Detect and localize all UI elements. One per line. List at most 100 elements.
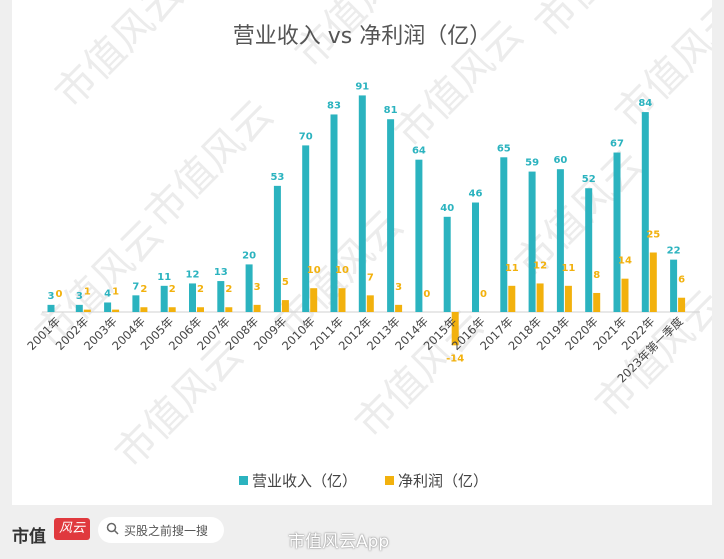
bar-net-profit xyxy=(310,288,318,312)
bar-net-profit xyxy=(395,304,403,312)
legend: 营业收入（亿） 净利润（亿） xyxy=(239,472,488,490)
data-label-revenue: 3 xyxy=(76,291,83,302)
footer-bar: 市值 风云 买股之前搜一搜 市值风云App xyxy=(0,505,724,559)
bar-revenue xyxy=(443,216,451,312)
bar-net-profit xyxy=(649,252,657,312)
x-tick-labels: 2001年2002年2003年2004年2005年2006年2007年2008年… xyxy=(24,314,686,386)
search-icon xyxy=(106,522,119,538)
bar-revenue xyxy=(528,171,536,312)
legend-label-revenue: 营业收入（亿） xyxy=(252,472,357,490)
watermark-text: 市值风云 xyxy=(137,91,283,237)
bar-revenue xyxy=(132,295,140,312)
bar-revenue xyxy=(415,159,423,312)
bar-revenue xyxy=(245,264,253,312)
data-label-revenue: 81 xyxy=(384,105,398,116)
bar-revenue xyxy=(160,285,168,312)
bar-revenue xyxy=(47,304,55,312)
bar-net-profit xyxy=(593,292,601,312)
legend-swatch-net-profit xyxy=(385,476,394,485)
data-label-net-profit: 3 xyxy=(254,282,261,293)
bar-net-profit xyxy=(564,285,572,312)
data-label-revenue: 65 xyxy=(497,143,511,154)
data-label-net-profit: -14 xyxy=(446,353,464,364)
bar-net-profit xyxy=(253,304,261,312)
data-label-net-profit: 8 xyxy=(593,270,600,281)
data-label-net-profit: 10 xyxy=(307,265,321,276)
bars-group xyxy=(47,95,686,346)
bar-revenue xyxy=(670,259,678,312)
data-label-net-profit: 1 xyxy=(112,287,119,298)
data-label-net-profit: 1 xyxy=(84,287,91,298)
bar-revenue xyxy=(387,119,395,312)
data-label-revenue: 40 xyxy=(440,203,454,214)
data-label-revenue: 91 xyxy=(355,81,369,92)
data-label-revenue: 52 xyxy=(582,174,596,185)
brand-logo-mark: 风云 xyxy=(54,518,90,540)
bar-revenue xyxy=(330,114,338,313)
data-label-net-profit: 6 xyxy=(678,275,685,286)
bar-net-profit xyxy=(112,309,120,312)
data-label-revenue: 3 xyxy=(48,291,55,302)
bar-net-profit xyxy=(281,300,289,312)
data-label-revenue: 60 xyxy=(553,155,567,166)
data-label-net-profit: 3 xyxy=(395,282,402,293)
bar-revenue xyxy=(500,157,508,312)
search-box[interactable]: 买股之前搜一搜 xyxy=(98,517,224,543)
data-label-revenue: 70 xyxy=(299,131,313,142)
data-label-revenue: 13 xyxy=(214,267,228,278)
bar-net-profit xyxy=(508,285,516,312)
watermark-text: 市值风云 xyxy=(107,331,253,477)
chart-title: 营业收入 vs 净利润（亿） xyxy=(233,24,491,49)
data-label-revenue: 20 xyxy=(242,250,256,261)
data-labels-group: 3 0 3 1 4 1 7 211212213220353570108310917813640… xyxy=(48,81,686,364)
bar-net-profit xyxy=(197,307,204,312)
data-label-revenue: 84 xyxy=(638,98,652,109)
bar-revenue xyxy=(75,304,83,312)
chart-card: 市值风云 市值风云 市值风云 市值风云 市值风云 市值风云 市值风云 市值风云 市值风云 市值风云… xyxy=(12,0,712,505)
bar-revenue xyxy=(556,169,564,312)
data-label-net-profit: 7 xyxy=(367,272,374,283)
watermark-text: 市值风云 xyxy=(47,0,193,117)
data-label-revenue: 64 xyxy=(412,146,426,157)
data-label-net-profit: 10 xyxy=(335,265,349,276)
bar-net-profit xyxy=(366,295,374,312)
search-placeholder: 买股之前搜一搜 xyxy=(124,524,209,538)
bar-revenue xyxy=(273,185,281,312)
bar-revenue xyxy=(104,302,112,312)
bar-revenue xyxy=(189,283,196,312)
bar-revenue xyxy=(358,95,366,312)
data-label-net-profit: 0 xyxy=(423,289,430,300)
bar-net-profit xyxy=(168,307,176,312)
data-label-net-profit: 25 xyxy=(646,230,660,241)
bar-revenue xyxy=(585,188,593,312)
bar-net-profit xyxy=(140,307,148,312)
bar-revenue xyxy=(217,281,225,312)
brand-logo-text: 市值 xyxy=(12,527,46,547)
data-label-revenue: 67 xyxy=(610,139,624,150)
data-label-net-profit: 2 xyxy=(197,284,204,295)
data-label-revenue: 46 xyxy=(469,189,483,200)
data-label-net-profit: 2 xyxy=(140,284,147,295)
bar-net-profit xyxy=(338,288,346,312)
weibo-handle: 市值风云App xyxy=(288,532,390,552)
bar-revenue xyxy=(613,152,621,312)
bar-net-profit xyxy=(678,297,686,312)
data-label-net-profit: 11 xyxy=(505,263,519,274)
data-label-revenue: 59 xyxy=(525,158,539,169)
data-label-revenue: 7 xyxy=(132,281,139,292)
legend-label-net-profit: 净利润（亿） xyxy=(398,472,488,490)
data-label-net-profit: 12 xyxy=(533,260,547,271)
bar-net-profit xyxy=(83,309,91,312)
data-label-revenue: 53 xyxy=(270,172,284,183)
data-label-revenue: 4 xyxy=(104,288,111,299)
data-label-revenue: 11 xyxy=(157,272,171,283)
data-label-net-profit: 5 xyxy=(282,277,289,288)
watermark-text: 市值风云 xyxy=(607,0,712,137)
bar-net-profit xyxy=(536,283,544,312)
data-label-net-profit: 2 xyxy=(169,284,176,295)
legend-swatch-revenue xyxy=(239,476,248,485)
bar-net-profit xyxy=(225,307,233,312)
data-label-revenue: 83 xyxy=(327,100,341,111)
